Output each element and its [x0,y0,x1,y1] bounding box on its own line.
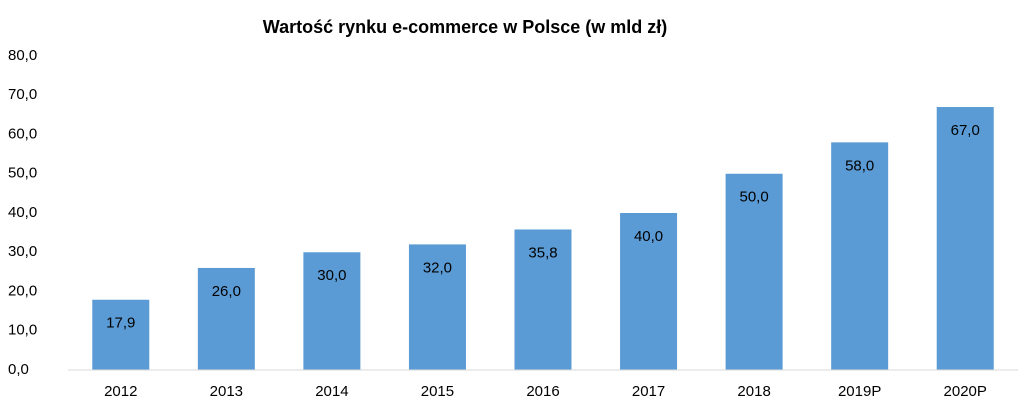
bar [620,213,678,370]
y-tick-label: 60,0 [8,125,37,142]
data-label: 50,0 [740,189,769,206]
x-tick-label: 2017 [632,383,665,400]
x-tick-label: 2020P [944,383,987,400]
data-label: 32,0 [423,259,452,276]
bar [725,173,783,370]
y-tick-label: 30,0 [8,243,37,260]
y-tick-label: 40,0 [8,204,37,221]
x-tick-label: 2014 [315,383,348,400]
bar [408,244,466,370]
y-tick-label: 10,0 [8,322,37,339]
bar [303,252,361,370]
data-label: 26,0 [212,283,241,300]
x-tick-label: 2019P [838,383,881,400]
bar [514,229,572,370]
bar [831,142,889,370]
x-tick-label: 2015 [421,383,454,400]
x-tick-label: 2012 [104,383,137,400]
bar [92,299,150,370]
data-label: 35,8 [528,244,557,261]
y-tick-label: 20,0 [8,282,37,299]
x-tick-label: 2018 [737,383,770,400]
y-tick-label: 50,0 [8,165,37,182]
x-tick-label: 2013 [210,383,243,400]
data-label: 67,0 [951,122,980,139]
bar [936,107,994,371]
y-tick-label: 70,0 [8,86,37,103]
x-tick-label: 2016 [526,383,559,400]
bar [197,267,255,370]
y-tick-label: 0,0 [8,361,29,378]
chart-title: Wartość rynku e-commerce w Polsce (w mld… [263,17,667,37]
data-label: 30,0 [317,267,346,284]
data-label: 40,0 [634,228,663,245]
data-label: 17,9 [106,315,135,332]
data-label: 58,0 [845,157,874,174]
y-tick-label: 80,0 [8,47,37,64]
